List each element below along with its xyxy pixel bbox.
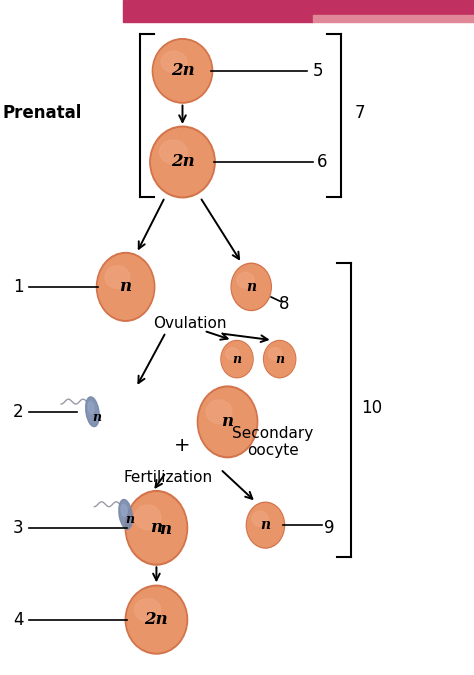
Ellipse shape — [105, 266, 130, 288]
Text: n: n — [221, 413, 234, 431]
Text: n: n — [260, 518, 271, 532]
Ellipse shape — [86, 397, 99, 427]
Ellipse shape — [237, 273, 254, 288]
Ellipse shape — [221, 340, 253, 378]
Ellipse shape — [197, 386, 258, 458]
Text: Fertilization: Fertilization — [124, 470, 213, 485]
Ellipse shape — [252, 511, 268, 526]
Text: n: n — [246, 280, 256, 294]
Text: 7: 7 — [355, 105, 365, 122]
Text: Secondary
oocyte: Secondary oocyte — [232, 426, 313, 458]
Text: 6: 6 — [317, 153, 328, 171]
Ellipse shape — [119, 500, 132, 529]
Text: 9: 9 — [324, 519, 335, 537]
Text: n: n — [150, 519, 163, 537]
Ellipse shape — [88, 402, 94, 414]
Text: n: n — [275, 352, 284, 366]
Ellipse shape — [121, 504, 127, 516]
Ellipse shape — [268, 348, 282, 360]
Ellipse shape — [231, 263, 271, 310]
Text: 4: 4 — [13, 611, 23, 628]
Ellipse shape — [206, 400, 232, 424]
Ellipse shape — [98, 254, 153, 319]
Ellipse shape — [226, 348, 239, 360]
Text: n: n — [119, 278, 132, 296]
Text: n: n — [92, 410, 102, 424]
Ellipse shape — [127, 587, 186, 652]
Text: n: n — [126, 513, 135, 526]
Ellipse shape — [222, 342, 252, 377]
Ellipse shape — [154, 40, 211, 101]
Ellipse shape — [264, 342, 295, 377]
Ellipse shape — [246, 502, 284, 548]
Text: 10: 10 — [362, 400, 383, 417]
Ellipse shape — [127, 493, 186, 563]
Text: 2n: 2n — [171, 153, 194, 171]
Text: 2: 2 — [13, 403, 23, 421]
Ellipse shape — [199, 388, 256, 456]
Ellipse shape — [232, 265, 270, 309]
Ellipse shape — [264, 340, 296, 378]
Ellipse shape — [247, 504, 283, 547]
Text: n: n — [232, 352, 242, 366]
Ellipse shape — [125, 585, 188, 654]
Ellipse shape — [152, 128, 213, 196]
Ellipse shape — [150, 126, 215, 198]
Bar — [313, 15, 474, 22]
Ellipse shape — [125, 491, 188, 565]
Text: 5: 5 — [312, 62, 323, 80]
Text: n: n — [159, 520, 171, 538]
Text: Prenatal: Prenatal — [3, 105, 82, 122]
Text: 8: 8 — [279, 295, 290, 313]
Text: Ovulation: Ovulation — [153, 317, 227, 331]
Text: 3: 3 — [13, 519, 23, 537]
Text: 2n: 2n — [145, 611, 168, 628]
Text: 1: 1 — [13, 278, 23, 296]
Ellipse shape — [97, 252, 155, 321]
Text: +: + — [174, 436, 191, 455]
Ellipse shape — [135, 599, 161, 621]
Ellipse shape — [159, 140, 187, 164]
Ellipse shape — [152, 38, 213, 103]
Ellipse shape — [161, 51, 187, 72]
Bar — [123, 0, 313, 22]
Text: 2n: 2n — [171, 62, 194, 80]
Bar — [313, 0, 474, 15]
Ellipse shape — [135, 505, 161, 530]
